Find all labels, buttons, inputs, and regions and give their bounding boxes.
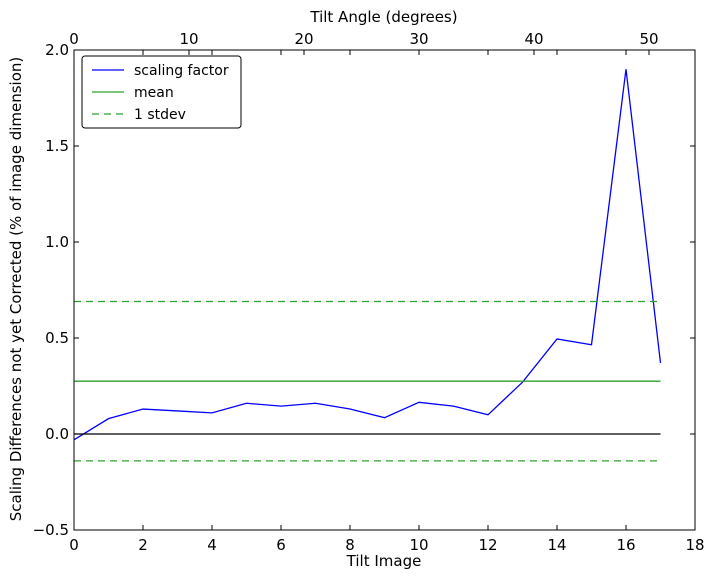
top-tick-label: 50 <box>639 30 658 48</box>
plot-background <box>74 50 695 530</box>
x-tick-label: 18 <box>685 536 704 554</box>
y-tick-label: −0.5 <box>33 521 69 539</box>
y-tick-label: 2.0 <box>45 41 69 59</box>
series-scaling-factor-line <box>73 69 662 441</box>
top-tick-label: 20 <box>294 30 313 48</box>
top-tick-label: 10 <box>179 30 198 48</box>
legend-entry: mean <box>134 85 174 101</box>
legend-box <box>81 55 242 129</box>
x-tick-label: 2 <box>138 536 148 554</box>
x-tick-label: 6 <box>276 536 286 554</box>
top-tick-label: 30 <box>409 30 428 48</box>
top-tick-label: 40 <box>524 30 543 48</box>
legend-entry: scaling factor <box>134 63 229 79</box>
x-tick-label: 10 <box>409 536 428 554</box>
y-tick-label: 0.5 <box>45 329 69 347</box>
x-tick-label: 14 <box>547 536 566 554</box>
x-tick-label: 4 <box>207 536 217 554</box>
y-tick-label: 1.0 <box>45 233 69 251</box>
x-tick-label: 12 <box>478 536 497 554</box>
x-tick-label: 16 <box>616 536 635 554</box>
top-tick-label: 0 <box>69 30 79 48</box>
y-tick-label: 1.5 <box>45 137 69 155</box>
y-tick-label: 0.0 <box>45 425 69 443</box>
legend-entry: 1 stdev <box>134 107 186 123</box>
series-layer <box>73 69 662 462</box>
x-tick-label: 8 <box>345 536 355 554</box>
x-tick-label: 0 <box>69 536 79 554</box>
x-axis-label: Tilt Image <box>346 552 422 570</box>
plot-frame <box>73 49 696 531</box>
top-axis-label: Tilt Angle (degrees) <box>309 8 457 26</box>
legend: scaling factor mean 1 stdev <box>81 55 242 129</box>
plot-area <box>74 50 695 530</box>
y-axis-label: Scaling Differences not yet Corrected (%… <box>7 57 25 522</box>
axes-layer: 0 2 4 6 8 10 12 14 16 18−0.50.00.51.01.52.00 10 20 3… <box>33 30 705 554</box>
